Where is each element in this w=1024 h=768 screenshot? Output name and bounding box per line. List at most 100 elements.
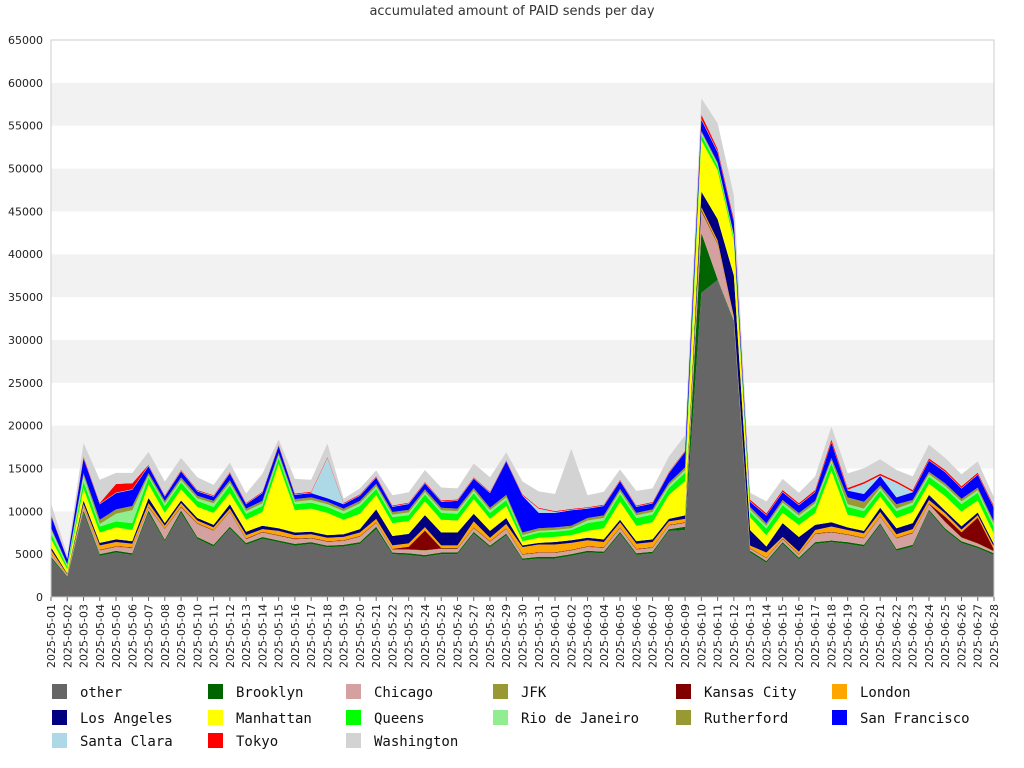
legend-swatch	[493, 684, 508, 699]
x-tick-label: 2025-05-23	[403, 604, 416, 668]
legend-swatch	[52, 710, 67, 725]
legend-label: Rio de Janeiro	[521, 711, 639, 727]
x-tick-label: 2025-05-08	[159, 604, 172, 668]
legend-swatch	[52, 684, 67, 699]
legend-label: JFK	[521, 685, 547, 701]
legend-label: Santa Clara	[80, 734, 173, 750]
x-tick-label: 2025-05-26	[451, 604, 464, 668]
x-tick-label: 2025-05-25	[435, 604, 448, 668]
grid-band	[51, 382, 994, 426]
x-tick-label: 2025-05-16	[289, 604, 302, 668]
x-tick-label: 2025-06-18	[825, 604, 838, 668]
x-tick-label: 2025-05-21	[370, 604, 383, 668]
y-tick-label: 5000	[15, 548, 43, 561]
x-tick-label: 2025-06-10	[695, 604, 708, 668]
x-tick-label: 2025-06-14	[760, 604, 773, 668]
x-tick-label: 2025-06-25	[939, 604, 952, 668]
x-tick-label: 2025-06-01	[549, 604, 562, 668]
x-tick-label: 2025-06-04	[598, 604, 611, 668]
x-tick-label: 2025-06-08	[663, 604, 676, 668]
x-tick-label: 2025-06-26	[955, 604, 968, 668]
x-tick-label: 2025-06-20	[858, 604, 871, 668]
y-tick-label: 65000	[8, 34, 43, 47]
y-tick-label: 30000	[8, 334, 43, 347]
grid-band	[51, 254, 994, 298]
x-tick-label: 2025-05-29	[500, 604, 513, 668]
x-tick-label: 2025-05-20	[354, 604, 367, 668]
y-tick-label: 35000	[8, 291, 43, 304]
x-tick-label: 2025-05-24	[419, 604, 432, 668]
legend-label: Manhattan	[236, 711, 312, 727]
x-tick-label: 2025-05-07	[143, 604, 156, 668]
legend-swatch	[832, 710, 847, 725]
y-tick-label: 55000	[8, 120, 43, 133]
grid-band	[51, 425, 994, 469]
legend-swatch	[208, 710, 223, 725]
x-tick-label: 2025-05-04	[94, 604, 107, 668]
x-tick-label: 2025-06-17	[809, 604, 822, 668]
legend-label: Queens	[374, 711, 425, 727]
grid-band	[51, 211, 994, 255]
grid-band	[51, 168, 994, 212]
x-tick-label: 2025-06-16	[793, 604, 806, 668]
x-tick-label: 2025-06-02	[565, 604, 578, 668]
chart-title: accumulated amount of PAID sends per day	[369, 4, 655, 19]
legend-swatch	[52, 733, 67, 748]
legend-label: Washington	[374, 734, 458, 750]
legend-label: Chicago	[374, 685, 433, 701]
x-tick-label: 2025-05-31	[533, 604, 546, 668]
x-tick-label: 2025-06-23	[907, 604, 920, 668]
x-tick-label: 2025-05-14	[256, 604, 269, 668]
legend-label: Brooklyn	[236, 685, 303, 701]
y-tick-label: 10000	[8, 505, 43, 518]
y-tick-label: 40000	[8, 248, 43, 261]
legend-swatch	[346, 684, 361, 699]
area-series-group	[51, 98, 994, 597]
legend-swatch	[676, 684, 691, 699]
y-axis-ticks: 0 5000 10000 15000 20000 25000 30000 35000 40000…	[8, 34, 43, 604]
x-tick-label: 2025-05-22	[386, 604, 399, 668]
y-tick-label: 60000	[8, 77, 43, 90]
x-tick-label: 2025-05-28	[484, 604, 497, 668]
y-tick-label: 45000	[8, 205, 43, 218]
x-tick-label: 2025-05-11	[208, 604, 221, 668]
x-tick-label: 2025-05-12	[224, 604, 237, 668]
x-tick-label: 2025-05-30	[517, 604, 530, 668]
x-tick-label: 2025-06-28	[988, 604, 1001, 668]
grid-band	[51, 82, 994, 126]
x-tick-label: 2025-06-19	[842, 604, 855, 668]
x-tick-label: 2025-05-06	[126, 604, 139, 668]
legend-swatch	[676, 710, 691, 725]
legend-label: other	[80, 685, 122, 701]
grid-band	[51, 339, 994, 383]
legend-swatch	[208, 733, 223, 748]
x-tick-label: 2025-06-27	[972, 604, 985, 668]
x-tick-label: 2025-06-22	[890, 604, 903, 668]
x-tick-label: 2025-06-07	[647, 604, 660, 668]
legend-swatch	[493, 710, 508, 725]
legend-swatch	[832, 684, 847, 699]
x-tick-label: 2025-05-18	[321, 604, 334, 668]
legend-label: Tokyo	[236, 734, 278, 750]
x-tick-label: 2025-05-15	[273, 604, 286, 668]
area-series-chicago	[51, 212, 994, 577]
x-tick-label: 2025-05-27	[468, 604, 481, 668]
y-tick-label: 50000	[8, 163, 43, 176]
x-tick-label: 2025-06-15	[777, 604, 790, 668]
legend-label: San Francisco	[860, 711, 970, 727]
y-tick-label: 20000	[8, 420, 43, 433]
legend-label: Kansas City	[704, 685, 797, 701]
x-tick-label: 2025-06-03	[582, 604, 595, 668]
grid-band	[51, 40, 994, 83]
x-tick-label: 2025-05-17	[305, 604, 318, 668]
x-tick-label: 2025-05-01	[45, 604, 58, 668]
legend-swatch	[346, 710, 361, 725]
x-tick-label: 2025-05-10	[191, 604, 204, 668]
x-tick-label: 2025-06-12	[728, 604, 741, 668]
x-tick-label: 2025-06-11	[712, 604, 725, 668]
y-tick-label: 25000	[8, 377, 43, 390]
x-axis-ticks: 2025-05-01 2025-05-02 2025-05-03 2025-05-04…	[45, 597, 1001, 668]
x-tick-label: 2025-05-19	[338, 604, 351, 668]
x-tick-label: 2025-05-03	[78, 604, 91, 668]
